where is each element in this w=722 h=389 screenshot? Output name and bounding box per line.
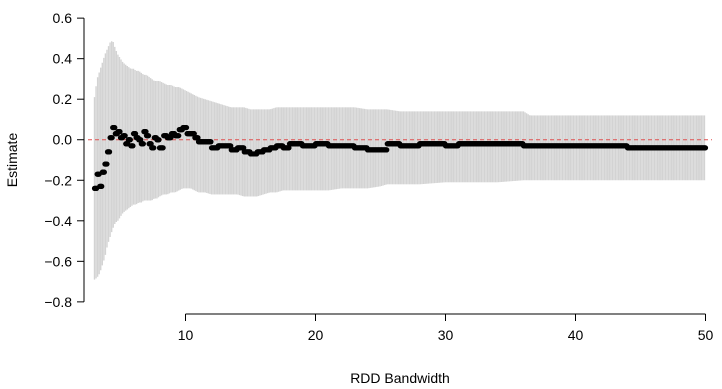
x-tick-label: 10 [178,327,194,343]
y-tick-label: −0.4 [44,213,72,229]
estimate-point [151,145,157,151]
estimate-point [702,145,709,151]
estimate-point [132,131,139,137]
estimate-point [191,131,197,137]
estimate-point [130,143,136,149]
estimate-point [138,137,144,143]
y-tick-label: −0.8 [44,294,72,310]
estimate-point [176,133,182,139]
estimate-point [241,145,247,151]
estimate-points [91,124,709,191]
estimate-point [104,161,110,167]
x-tick-label: 20 [308,327,324,343]
estimate-point [228,143,234,149]
estimate-point [286,145,292,151]
estimate-point [122,133,128,139]
estimate-point [112,124,118,131]
estimate-point [127,137,133,143]
x-axis: 10 20 30 40 50 [178,313,714,343]
estimate-point [106,149,113,155]
estimate-point [160,145,166,151]
x-axis-label: RDD Bandwidth [350,370,450,386]
y-tick-label: 0.0 [53,132,73,148]
x-tick-label: 50 [698,327,714,343]
estimate-point [183,124,190,131]
confidence-band [93,41,706,280]
y-tick-label: −0.6 [44,253,72,269]
estimate-point [156,137,162,143]
estimate-point [148,141,154,147]
y-tick-label: 0.6 [53,10,73,26]
y-axis-label: Estimate [4,133,20,188]
y-tick-label: 0.2 [53,91,73,107]
x-tick-label: 40 [568,327,584,343]
estimate-point [143,129,149,135]
estimate-point [101,169,107,175]
estimate-point [208,139,214,145]
estimate-point [140,141,146,147]
y-tick-label: −0.2 [44,172,72,188]
y-tick-label: 0.4 [53,51,73,67]
estimate-point [195,135,201,141]
estimate-point [168,135,174,141]
y-axis: −0.8 −0.6 −0.4 −0.2 0.0 0.2 0.4 0.6 [44,10,85,310]
estimate-point [145,133,152,139]
estimate-point [109,135,115,141]
estimate-point [384,147,390,153]
estimate-point [99,183,105,189]
x-tick-label: 30 [438,327,454,343]
estimate-point [117,129,123,135]
